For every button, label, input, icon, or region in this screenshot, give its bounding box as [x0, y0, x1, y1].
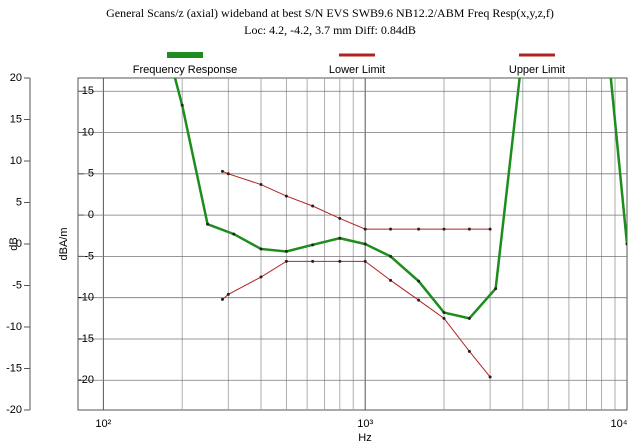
data-point — [417, 279, 421, 283]
data-point — [220, 297, 224, 301]
data-point — [625, 242, 627, 246]
data-point — [311, 204, 315, 208]
data-point — [363, 242, 367, 246]
data-point — [467, 316, 471, 320]
data-point — [488, 227, 492, 231]
data-point — [259, 183, 263, 187]
y-tick-label: -15 — [6, 362, 22, 374]
data-point — [226, 172, 230, 176]
data-point — [521, 48, 524, 51]
data-point — [442, 316, 446, 320]
legend-label: Lower Limit — [329, 64, 385, 76]
data-point — [494, 287, 498, 291]
y2-tick-label: -5 — [84, 250, 94, 262]
data-point — [417, 298, 421, 302]
y2-tick-label: -15 — [78, 333, 94, 345]
legend-label: Frequency Response — [133, 64, 238, 76]
data-point — [311, 243, 315, 247]
y-tick-label: 0 — [16, 238, 22, 250]
data-point — [311, 259, 315, 263]
y-axis-label: dB — [8, 237, 20, 250]
y2-axis-label: dBA/m — [58, 227, 70, 260]
data-point — [417, 227, 421, 231]
data-point — [338, 259, 342, 263]
y2-tick-label: 5 — [88, 168, 94, 180]
x-tick-label: 10³ — [357, 418, 373, 430]
data-point — [467, 349, 471, 353]
y2-tick-label: 15 — [82, 85, 94, 97]
series-layer — [173, 48, 627, 379]
data-point — [389, 254, 393, 258]
data-point — [363, 259, 367, 263]
y-tick-label: 15 — [10, 113, 22, 125]
data-point — [226, 292, 230, 296]
chart-title: General Scans/z (axial) wideband at best… — [106, 6, 554, 20]
series-line — [173, 78, 627, 320]
y-tick-label: -5 — [12, 279, 22, 291]
data-point — [338, 236, 342, 240]
y2-tick-label: -20 — [78, 374, 94, 386]
data-point — [284, 194, 288, 198]
data-point — [442, 311, 446, 315]
series-line — [222, 260, 491, 378]
y-tick-label: 10 — [10, 155, 22, 167]
data-point — [338, 216, 342, 220]
data-point — [220, 169, 224, 173]
y-tick-label: -20 — [6, 404, 22, 416]
data-point — [442, 227, 446, 231]
data-point — [389, 227, 393, 231]
chart-subtitle: Loc: 4.2, -4.2, 3.7 mm Diff: 0.84dB — [244, 23, 416, 37]
series-line — [222, 170, 491, 230]
data-point — [206, 222, 210, 226]
data-point — [467, 227, 471, 231]
y2-tick-label: 10 — [82, 126, 94, 138]
data-point — [180, 103, 184, 107]
x-tick-label: 10⁴ — [611, 418, 628, 430]
y-tick-label: 5 — [16, 196, 22, 208]
plot-frame — [77, 77, 628, 411]
data-point — [284, 259, 288, 263]
data-point — [284, 249, 288, 253]
x-axis-label: Hz — [358, 432, 371, 444]
x-tick-label: 10² — [95, 418, 111, 430]
y-tick-label: 20 — [10, 72, 22, 84]
y2-tick-label: -10 — [78, 292, 94, 304]
y-tick-label: -10 — [6, 321, 22, 333]
data-point — [259, 247, 263, 251]
data-point — [363, 227, 367, 231]
data-point — [259, 275, 263, 279]
data-point — [488, 375, 492, 379]
data-point — [389, 278, 393, 282]
y2-tick-label: 0 — [88, 209, 94, 221]
data-point — [232, 232, 236, 236]
legend-label: Upper Limit — [509, 64, 565, 76]
